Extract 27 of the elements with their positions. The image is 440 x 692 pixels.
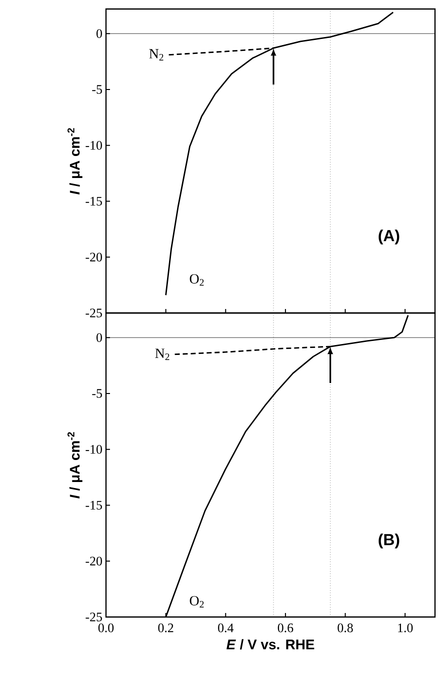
x-axis-title: E / V vs. RHE	[226, 639, 314, 650]
y-tick-label: -15	[86, 196, 102, 206]
y-tick-label: -20	[86, 252, 102, 262]
y-tick-label: -10	[86, 140, 102, 150]
x-tick-label: 0.8	[338, 624, 353, 632]
y-tick-label: -5	[92, 85, 102, 94]
y-tick-label: -25	[86, 612, 102, 622]
x-tick-label: 0.4	[218, 624, 234, 632]
y-axis-title: I / μA cm$^{-2}$	[68, 432, 82, 499]
y-tick-label: -25	[86, 308, 102, 318]
annotation: (B)	[378, 534, 400, 548]
y-axis-title: I / μA cm$^{-2}$	[68, 128, 82, 195]
y-tick-label: -15	[86, 500, 102, 510]
x-tick-label: 0.2	[158, 624, 174, 632]
x-tick-label: 1.0	[398, 624, 413, 632]
x-tick-label: 0.6	[278, 624, 294, 632]
y-tick-label: 0	[96, 333, 102, 342]
x-tick-label: 0.0	[98, 624, 114, 632]
y-tick-label: 0	[96, 29, 102, 38]
series-label: O$_{2}$	[190, 596, 204, 608]
series-label: N$_{2}$	[149, 49, 164, 60]
y-tick-label: -5	[92, 389, 102, 398]
y-tick-label: -20	[86, 556, 102, 566]
series-label: O$_{2}$	[190, 274, 204, 286]
series-label: N$_{2}$	[155, 348, 170, 360]
y-tick-label: -10	[86, 444, 102, 454]
annotation: (A)	[378, 230, 400, 244]
